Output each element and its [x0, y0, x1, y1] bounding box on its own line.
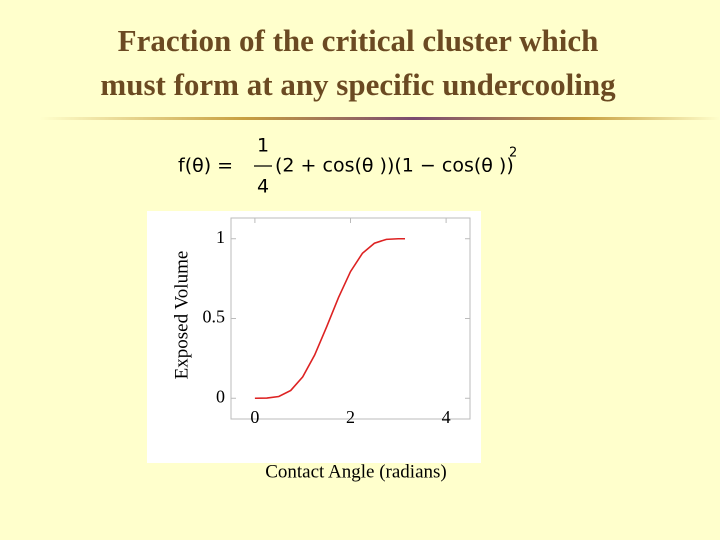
x-axis-label: Contact Angle (radians) — [265, 461, 447, 482]
y-tick-label: 0 — [216, 386, 225, 406]
y-tick-label: 0.5 — [203, 307, 226, 327]
title-line: must form at any specific undercooling — [100, 67, 616, 102]
x-tick-label: 2 — [346, 407, 355, 427]
formula-exponent: 2 — [509, 146, 517, 161]
y-axis-label: Exposed Volume — [171, 251, 192, 380]
chart-panel — [147, 211, 481, 463]
formula-denominator: 4 — [257, 176, 269, 198]
title-rule — [40, 117, 720, 120]
formula: f(θ) = 1 4 (2 + cos(θ ))(1 − cos(θ )) 2 — [178, 135, 517, 198]
formula-lhs: f(θ) = — [178, 155, 233, 177]
title-line: Fraction of the critical cluster which — [118, 23, 599, 58]
line-series — [254, 237, 405, 400]
x-tick-label: 0 — [250, 407, 259, 427]
x-tick-label: 4 — [442, 407, 451, 427]
y-tick-label: 1 — [216, 227, 225, 247]
formula-numerator: 1 — [257, 135, 269, 157]
formula-rhs: (2 + cos(θ ))(1 − cos(θ )) — [275, 155, 514, 177]
